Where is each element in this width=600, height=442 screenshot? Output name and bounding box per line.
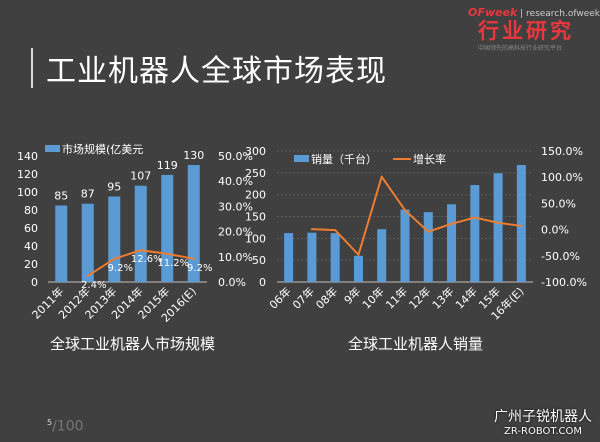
watermark: 广州子锐机器人 ZR-ROBOT.COM xyxy=(494,406,592,437)
y2-tick-label: -100.0% xyxy=(541,276,587,289)
line-point xyxy=(334,229,337,232)
watermark-line2: ZR-ROBOT.COM xyxy=(504,426,582,437)
x-tick-label: 13年 xyxy=(429,284,457,312)
bar xyxy=(377,229,387,282)
bar-data-label: 130 xyxy=(183,149,204,162)
title-accent-bar xyxy=(31,48,33,88)
bar xyxy=(400,209,410,282)
page-total: /100 xyxy=(52,418,84,435)
y2-tick-label: 100.0% xyxy=(541,171,583,184)
y-tick-label: 100 xyxy=(17,186,38,199)
bar xyxy=(55,205,68,282)
y-tick-label: 80 xyxy=(24,204,38,217)
bar xyxy=(353,255,363,282)
legend-bar-label: 市场规模(亿美元 xyxy=(62,142,143,156)
line-point xyxy=(86,274,89,277)
y-tick-label: 20 xyxy=(24,258,38,271)
y2-tick-label: 0.0% xyxy=(218,276,246,289)
bar xyxy=(470,185,480,282)
y2-tick-label: 50.0% xyxy=(218,150,253,163)
bar xyxy=(330,233,340,282)
x-tick-label: 07年 xyxy=(289,284,317,312)
page-number: 5/100 xyxy=(47,418,84,435)
y-tick-label: 60 xyxy=(24,222,38,235)
y2-tick-label: 20.0% xyxy=(218,226,253,239)
y2-tick-label: 150.0% xyxy=(541,145,583,158)
line-point xyxy=(139,249,142,252)
line-point xyxy=(357,253,360,256)
bar xyxy=(134,185,147,282)
line-data-label: 2.4% xyxy=(81,280,106,291)
line-data-label: 11.2% xyxy=(157,258,189,269)
line-data-label: 12.6% xyxy=(131,254,163,265)
line-data-label: 9.2% xyxy=(108,263,133,274)
legend-bar-swatch xyxy=(294,155,309,162)
left-chart-caption: 全球工业机器人市场规模 xyxy=(50,335,216,353)
logo-brand: OFweek xyxy=(468,6,518,19)
line-point xyxy=(404,209,406,212)
bar xyxy=(447,204,457,282)
x-tick-label: 06年 xyxy=(266,284,294,312)
bar-data-label: 85 xyxy=(54,190,68,203)
bar xyxy=(81,203,94,282)
x-tick-label: 12年 xyxy=(406,284,434,312)
y-tick-label: 150 xyxy=(245,211,266,224)
y2-tick-label: -50.0% xyxy=(541,250,580,263)
bar xyxy=(516,164,526,282)
watermark-line1: 广州子锐机器人 xyxy=(494,409,592,425)
x-tick-label: 10年 xyxy=(359,284,387,312)
line-point xyxy=(380,175,383,178)
y-tick-label: 250 xyxy=(245,167,266,180)
legend-bar-label: 销量（千台） xyxy=(311,152,377,166)
y-tick-label: 40 xyxy=(24,240,38,253)
bar xyxy=(187,165,200,282)
line-point xyxy=(192,257,195,260)
line-point xyxy=(113,257,116,260)
y2-tick-label: 50.0% xyxy=(541,197,576,210)
logo-url: research.ofweek.com xyxy=(526,9,600,19)
x-tick-label: 11年 xyxy=(383,284,411,312)
line-point xyxy=(427,230,430,233)
y-tick-label: 140 xyxy=(17,150,38,163)
bar-data-label: 95 xyxy=(107,181,121,194)
page-current: 5 xyxy=(47,418,53,427)
line-point xyxy=(166,252,169,255)
line-point xyxy=(310,228,313,231)
logo-tagline: 中国领先的高科技行业研究平台 xyxy=(478,45,563,52)
y2-tick-label: 10.0% xyxy=(218,251,253,264)
legend-bar-swatch xyxy=(45,145,60,152)
line-point xyxy=(520,224,523,227)
legend-line-label: 增长率 xyxy=(413,152,446,166)
line-point xyxy=(473,216,476,219)
bar xyxy=(493,173,503,282)
bar xyxy=(284,233,294,282)
logo-name: 行业研究 xyxy=(478,19,574,43)
y-tick-label: 0 xyxy=(31,276,38,289)
y-tick-label: 120 xyxy=(17,168,38,181)
y2-tick-label: 0.0% xyxy=(541,224,569,237)
page-title: 工业机器人全球市场表现 xyxy=(46,54,387,89)
x-tick-label: 14年 xyxy=(452,284,480,312)
y-tick-label: 50 xyxy=(252,254,266,267)
line-point xyxy=(450,222,453,225)
x-tick-label: 08年 xyxy=(313,284,341,312)
y-tick-label: 100 xyxy=(245,232,266,245)
bar-data-label: 119 xyxy=(157,159,178,172)
growth-line xyxy=(311,175,522,256)
bar-data-label: 87 xyxy=(81,188,95,201)
bar-data-label: 107 xyxy=(130,170,151,183)
y2-tick-label: 30.0% xyxy=(218,200,253,213)
line-point xyxy=(497,221,500,224)
bar xyxy=(307,232,317,282)
right-chart-caption: 全球工业机器人销量 xyxy=(348,335,484,353)
y-tick-label: 200 xyxy=(245,189,266,202)
line-data-label: 9.2% xyxy=(187,263,212,274)
y-tick-label: 300 xyxy=(245,145,266,158)
ofweek-logo: OFweek | research.ofweek.com 行业研究 中国领先的高… xyxy=(468,6,600,52)
y-tick-label: 0 xyxy=(259,276,266,289)
bar xyxy=(423,212,433,282)
y2-tick-label: 40.0% xyxy=(218,175,253,188)
